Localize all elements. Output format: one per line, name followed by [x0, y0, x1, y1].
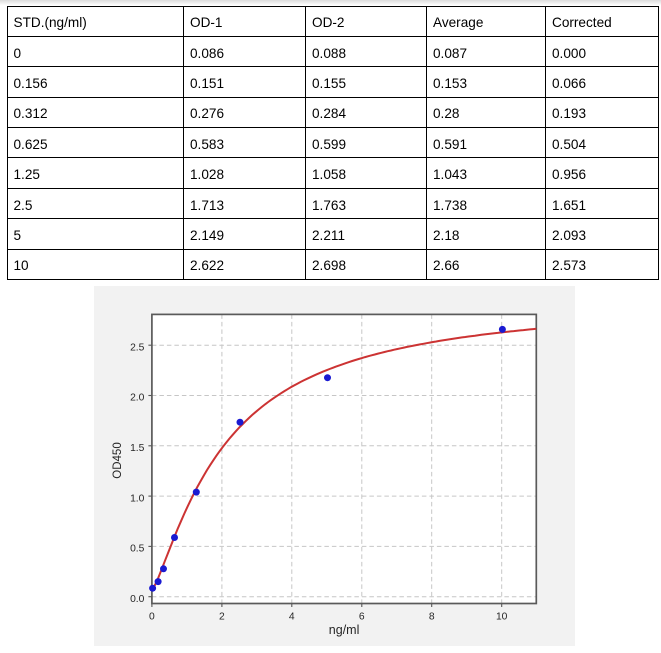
svg-text:0: 0: [149, 612, 155, 623]
svg-text:8: 8: [429, 612, 435, 623]
svg-text:OD450: OD450: [112, 442, 124, 478]
svg-text:10: 10: [496, 612, 508, 623]
svg-text:2.0: 2.0: [130, 393, 145, 404]
svg-text:1.5: 1.5: [130, 443, 145, 454]
svg-text:2.5: 2.5: [130, 342, 145, 353]
svg-text:2: 2: [219, 612, 225, 623]
svg-text:4: 4: [289, 612, 295, 623]
svg-text:6: 6: [359, 612, 365, 623]
svg-text:1.0: 1.0: [130, 493, 145, 504]
svg-text:0.0: 0.0: [130, 594, 145, 605]
svg-text:0.5: 0.5: [130, 544, 145, 555]
svg-text:ng/ml: ng/ml: [329, 623, 360, 637]
